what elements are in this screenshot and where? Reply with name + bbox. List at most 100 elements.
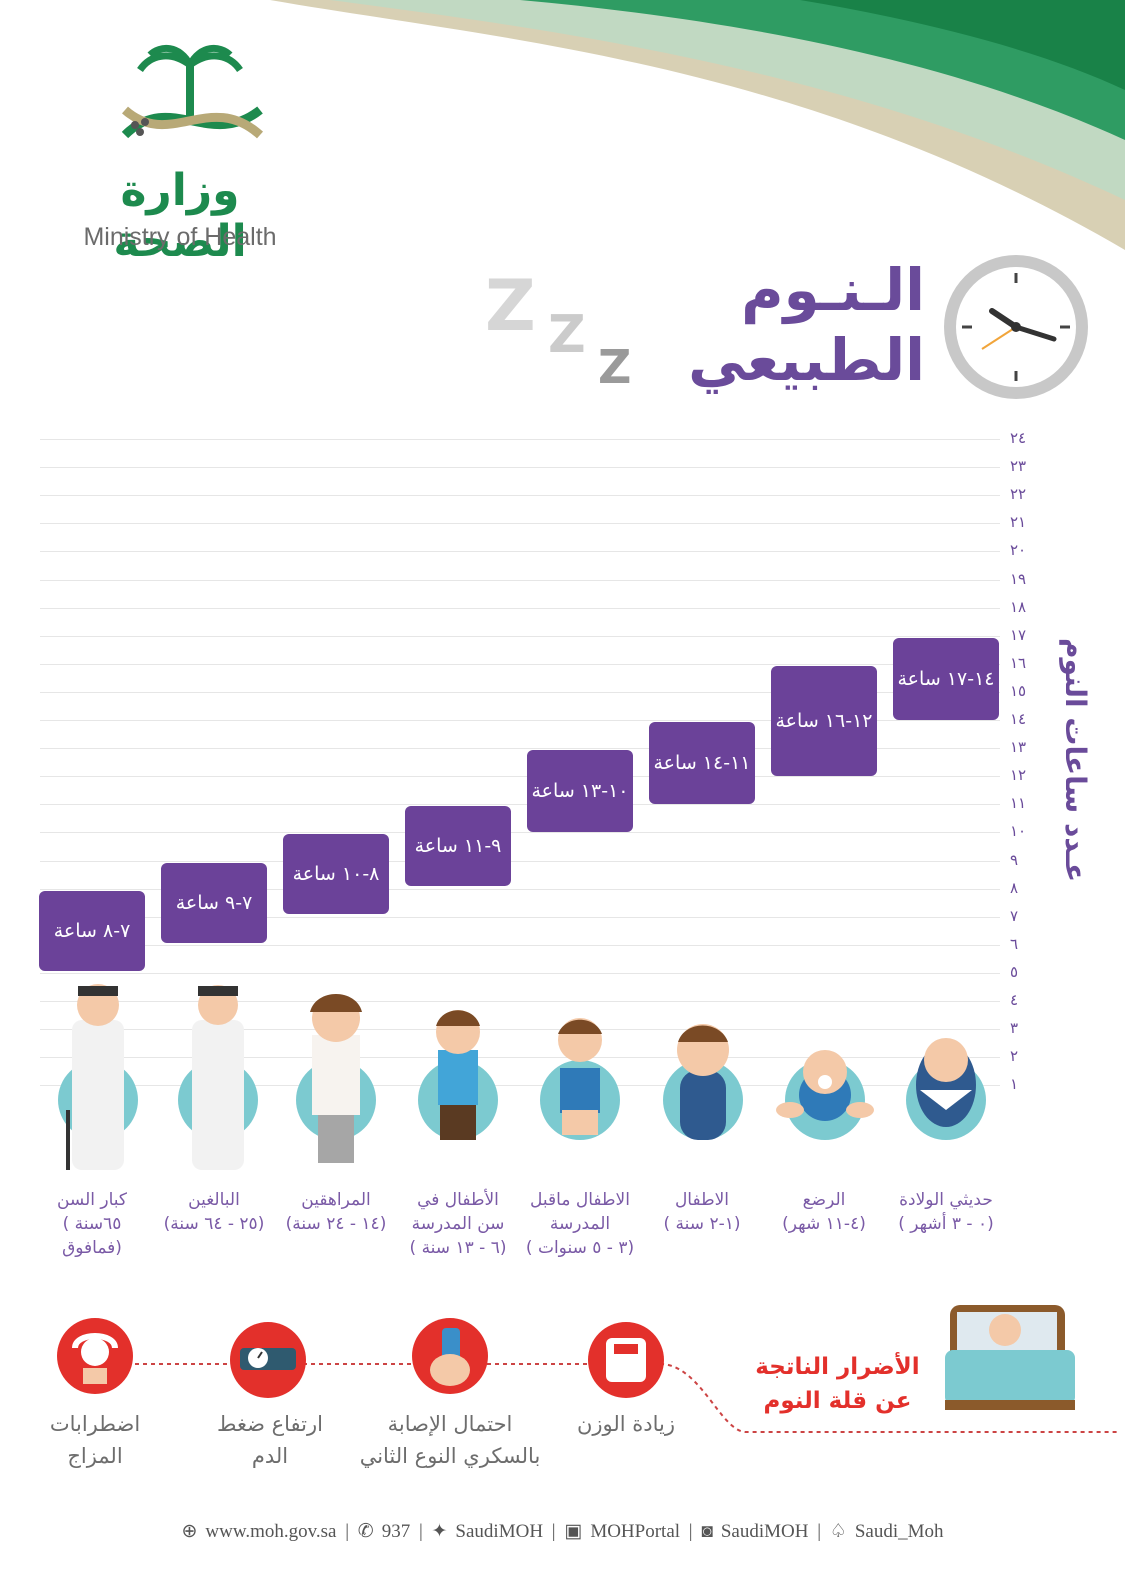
y-tick-label: ٩ [1010, 850, 1019, 869]
web-icon: ⊕ [181, 1521, 198, 1542]
harms-connector [135, 1363, 1120, 1433]
sleep-range-bar: ٩-١١ ساعة [405, 806, 511, 887]
gridline [40, 607, 1000, 609]
ministry-name-arabic: وزارة الصحة [113, 165, 247, 267]
category-label-line: البالغين [188, 1190, 240, 1210]
y-tick-label: ٦ [1010, 934, 1019, 953]
adult-man-icon [178, 985, 258, 1170]
preschool-child-icon [540, 1018, 620, 1140]
category-label-line: سن المدرسة [411, 1214, 505, 1234]
y-tick-label: ٢٠ [1010, 541, 1027, 560]
harm-mood-line-2: المزاج [67, 1444, 123, 1468]
footer-twitter[interactable]: SaudiMOH [455, 1521, 544, 1542]
y-tick-label: ٧ [1010, 906, 1019, 925]
gridline [40, 776, 1000, 778]
newborn-icon [906, 1038, 986, 1140]
harm-mood-line-1: اضطرابات [49, 1412, 141, 1436]
category-label-line: ( ٣ - ٥ سنوات) [525, 1238, 635, 1258]
footer-instagram[interactable]: SaudiMOH [720, 1521, 809, 1542]
school-child-icon [418, 1010, 498, 1140]
scale-icon [588, 1322, 664, 1398]
gridline [40, 523, 1000, 525]
gridline [40, 1057, 1000, 1059]
elderly-man-icon [58, 984, 138, 1170]
category-label-line: ( ٦ - ١٣ سنة) [409, 1238, 507, 1258]
gridline [40, 860, 1000, 862]
harm-label-blood-pressure: ارتفاع ضغط الدم [150, 1408, 390, 1472]
stress-icon [57, 1318, 133, 1394]
harm-bp-line-2: الدم [251, 1444, 289, 1468]
sleep-range-bar: ١١-١٤ ساعة [649, 722, 755, 805]
y-tick-label: ٤ [1010, 991, 1019, 1009]
sleep-range-bar: ٧-٨ ساعة [39, 890, 145, 971]
category-label: الاطفال ( ١-٢ سنة) [642, 1188, 762, 1236]
category-label-line: الاطفال ماقبل [530, 1190, 630, 1210]
gridline [40, 691, 1000, 693]
sleep-chart: ٢٤ ٢٣ ٢٢ ٢١ ٢٠ ١٩ ١٨ ١٧ ١٦ ١٥ ١٤ ١٣ ١٢ ١١ ١٠ ٩ ٨ ٧ ٦ ٥ ٤ ٣ ٢ ١ ١… [39, 429, 1027, 1093]
category-label-line: كبار السن [56, 1190, 128, 1210]
y-tick-label: ١٢ [1010, 766, 1027, 785]
header-swoosh [270, 0, 1125, 250]
category-label-line: المدرسة [549, 1214, 611, 1234]
title-line-2: الطبيعي [688, 326, 925, 394]
sleep-range-bar: ٨-١٠ ساعة [283, 834, 389, 915]
clock-icon [944, 255, 1088, 399]
y-tick-label: ١٠ [1010, 822, 1027, 841]
category-label-line: ( ٠ - ٣ أشهر) [898, 1214, 994, 1234]
gridline [40, 1001, 1000, 1002]
category-label-line: (١٤ - ٢٤ سنة) [285, 1214, 387, 1234]
category-label-line: حديثي الولادة [899, 1190, 993, 1210]
category-label-line: فمافوق) [62, 1238, 122, 1258]
harm-label-mood: اضطرابات المزاج [0, 1408, 215, 1472]
y-tick-label: ١٦ [1010, 653, 1027, 672]
category-label-line: (٢٥ - ٦٤ سنة) [163, 1214, 265, 1234]
harms-title: الأضرار الناتجة عن قلة النوم [740, 1350, 935, 1418]
gridline [40, 551, 1000, 553]
footer-snapchat[interactable]: Saudi_Moh [854, 1521, 944, 1542]
gridline [40, 720, 1000, 721]
gridline [40, 1085, 1000, 1087]
bed-icon [945, 1305, 1075, 1410]
ministry-logo: وزارة الصحة Ministry of Health [60, 40, 310, 267]
instagram-icon: ◙ [701, 1521, 713, 1542]
infant-icon [776, 1050, 874, 1140]
footer-youtube[interactable]: MOHPortal [590, 1521, 681, 1542]
sleep-range-bar: ١٠-١٣ ساعة [527, 750, 633, 833]
gridline [40, 635, 1000, 637]
y-tick-label: ٨ [1010, 878, 1019, 897]
footer: ⊕ www.moh.gov.sa | ✆ 937 | ✦ SaudiMOH | ▣ MO… [181, 1521, 944, 1542]
y-tick-label: ٢٢ [1010, 485, 1027, 504]
gridline [40, 579, 1000, 581]
toddler-icon [663, 1024, 743, 1140]
y-tick-label: ٢ [1010, 1047, 1019, 1066]
gridline [40, 944, 1000, 946]
category-label: المراهقين (١٤ - ٢٤ سنة) [276, 1188, 396, 1236]
footer-website[interactable]: www.moh.gov.sa [205, 1521, 337, 1542]
category-label: البالغين (٢٥ - ٦٤ سنة) [154, 1188, 274, 1236]
footer-phone[interactable]: 937 [381, 1521, 411, 1542]
category-label-line: (٤-١١ شهر) [782, 1214, 866, 1234]
title-line-1: الـنـوم [741, 256, 925, 324]
harm-diabetes-line-2: بالسكري النوع الثاني [359, 1444, 541, 1468]
category-label-line: الأطفال في [417, 1190, 499, 1210]
y-tick-label: ١١ [1010, 794, 1027, 813]
snapchat-icon: ♤ [829, 1521, 847, 1542]
y-tick-label: ٥ [1010, 962, 1019, 981]
harms-title-line-1: الأضرار الناتجة [755, 1354, 920, 1380]
y-tick-label: ١٨ [1010, 597, 1027, 616]
gridline [40, 495, 1000, 497]
twitter-icon: ✦ [431, 1521, 448, 1542]
y-tick-label: ١٩ [1010, 569, 1027, 588]
y-tick-label: ١٧ [1010, 625, 1027, 644]
phone-icon: ✆ [357, 1521, 374, 1542]
category-label: الرضع (٤-١١ شهر) [764, 1188, 884, 1236]
age-group-figures [58, 984, 986, 1170]
y-tick-label: ١٥ [1010, 681, 1027, 700]
sleep-range-bar: ٧-٩ ساعة [161, 862, 267, 943]
gridline [40, 1029, 1000, 1031]
harm-label-diabetes: احتمال الإصابة بالسكري النوع الثاني [330, 1408, 570, 1472]
category-label: الاطفال ماقبل المدرسة ( ٣ - ٥ سنوات) [520, 1188, 640, 1260]
gridline [40, 916, 1000, 918]
category-label-line: الرضع [802, 1190, 846, 1210]
youtube-icon: ▣ [564, 1521, 583, 1542]
